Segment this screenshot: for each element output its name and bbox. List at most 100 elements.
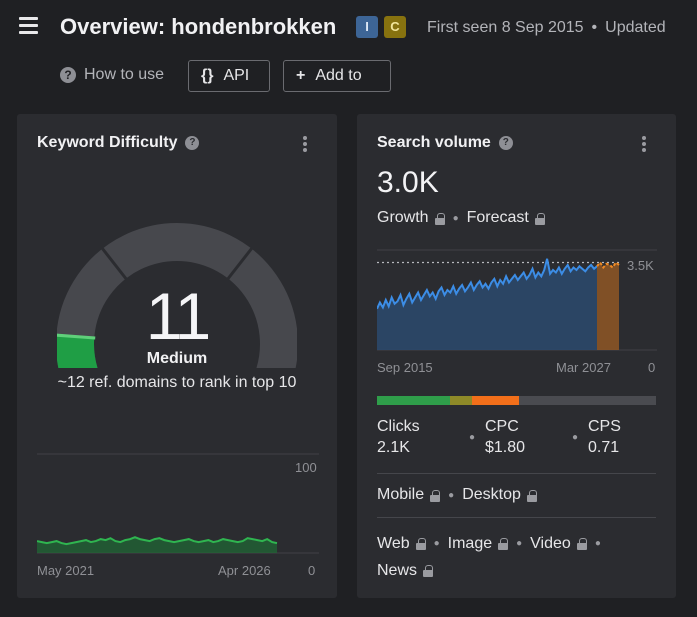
how-to-use-label: How to use	[84, 66, 165, 83]
kd-x-end-label: Apr 2026	[218, 563, 271, 578]
sv-y-ref-label: 3.5K	[627, 258, 654, 273]
metric-value: $1.80	[485, 439, 526, 456]
separator-dot-icon: ●	[594, 538, 601, 549]
sv-title-label: Search volume	[377, 134, 491, 151]
add-to-label: Add to	[315, 67, 362, 84]
device-mobile[interactable]: Mobile	[377, 486, 425, 503]
kd-gauge-divider	[226, 246, 254, 281]
braces-icon: {}	[201, 67, 214, 84]
question-icon: ?	[60, 67, 76, 83]
kd-x-start-label: May 2021	[37, 563, 95, 578]
metric-cpc: CPC $1.80	[485, 418, 525, 457]
kd-gauge	[57, 223, 297, 368]
forecast-link[interactable]: Forecast	[466, 209, 529, 226]
sv-x-start-label: Sep 2015	[377, 360, 433, 375]
kd-trend-chart	[37, 453, 319, 554]
sv-trend-area	[377, 258, 597, 350]
metric-label: Clicks	[377, 418, 420, 435]
keyword-meta: First seen 8 Sep 2015 • Updated	[427, 19, 666, 37]
growth-link[interactable]: Growth	[377, 209, 429, 226]
kd-trend-line	[37, 536, 278, 546]
lock-icon	[498, 538, 509, 550]
divider	[377, 517, 656, 518]
sv-forecast-area	[597, 262, 619, 350]
metric-label: CPC	[485, 418, 519, 435]
sv-x-end-label: Mar 2027	[556, 360, 611, 375]
sv-help-icon[interactable]: ?	[498, 136, 513, 150]
source-news[interactable]: News	[377, 557, 434, 584]
divider	[377, 473, 656, 474]
intent-badge-commercial[interactable]: C	[384, 16, 406, 38]
keyword-difficulty-card: Keyword Difficulty ? 11 Medium ~12 ref. …	[17, 114, 337, 598]
metric-value: 0.71	[588, 439, 620, 456]
search-volume-card: Search volume ? 3.0K Growth ● Forecast 3…	[357, 114, 676, 598]
source-label: Image	[447, 535, 493, 552]
separator-dot-icon: ●	[448, 489, 455, 501]
sv-card-title: Search volume ?	[377, 134, 513, 152]
updated-text: Updated	[605, 19, 666, 36]
intent-distribution-bar[interactable]	[377, 396, 656, 405]
sv-value: 3.0K	[377, 166, 439, 199]
device-desktop[interactable]: Desktop	[462, 486, 521, 503]
sv-metrics: Clicks 2.1K ● CPC $1.80 ● CPS 0.71	[377, 418, 656, 468]
page-title: Overview: hondenbrokken	[60, 14, 337, 39]
lock-icon	[534, 212, 545, 225]
lock-icon	[430, 489, 441, 502]
kd-y-max-label: 100	[295, 460, 317, 475]
source-label: Video	[530, 535, 571, 552]
kd-value: 11	[145, 279, 212, 353]
lock-icon	[434, 212, 445, 225]
kd-y-min-label: 0	[308, 563, 316, 578]
separator-dot-icon: ●	[516, 538, 523, 549]
metric-label: CPS	[588, 418, 621, 435]
intent-badge-informational[interactable]: I	[356, 16, 378, 38]
sv-trend-line	[377, 258, 598, 310]
intent-segment[interactable]	[449, 396, 472, 405]
lock-icon	[526, 489, 537, 502]
sv-trend-chart	[377, 249, 657, 351]
kd-help-icon[interactable]: ?	[185, 136, 200, 150]
separator-dot-icon: ●	[433, 538, 440, 549]
sv-more-options-icon[interactable]	[641, 136, 647, 154]
metric-clicks: Clicks 2.1K	[377, 418, 420, 457]
add-to-button[interactable]: + Add to	[283, 60, 391, 92]
sv-y-min-label: 0	[648, 360, 656, 375]
header: Overview: hondenbrokken I C First seen 8…	[0, 0, 697, 56]
sv-forecast-line	[596, 260, 620, 270]
intent-segment[interactable]	[471, 396, 520, 405]
plus-icon: +	[296, 67, 306, 84]
lock-icon	[415, 538, 426, 550]
intent-segment[interactable]	[377, 396, 450, 405]
how-to-use-link[interactable]: ? How to use	[60, 66, 164, 84]
source-video[interactable]: Video ●	[530, 530, 609, 557]
intent-segment[interactable]	[519, 396, 656, 405]
hamburger-menu-icon[interactable]	[19, 17, 38, 34]
api-label: API	[223, 67, 250, 84]
source-label: News	[377, 562, 418, 579]
kd-gauge-track	[57, 223, 297, 368]
kd-gauge-divider	[100, 246, 128, 281]
source-image[interactable]: Image ●	[448, 530, 531, 557]
lock-icon	[576, 538, 587, 550]
metric-cps: CPS 0.71	[588, 418, 621, 457]
kd-title-label: Keyword Difficulty	[37, 134, 178, 151]
kd-card-title: Keyword Difficulty ?	[37, 134, 200, 152]
toolbar: ? How to use {} API + Add to	[0, 58, 697, 96]
source-web[interactable]: Web ●	[377, 530, 448, 557]
sv-growth-forecast: Growth ● Forecast	[377, 209, 545, 227]
separator-dot-icon: ●	[469, 432, 476, 443]
separator-dot-icon: ●	[452, 212, 459, 224]
kd-gauge-marker	[57, 333, 96, 340]
kd-more-options-icon[interactable]	[302, 136, 308, 154]
search-sources: Web ● Image ● Video ● News	[377, 530, 657, 584]
api-button[interactable]: {} API	[188, 60, 270, 92]
source-label: Web	[377, 535, 410, 552]
first-seen-text: First seen 8 Sep 2015	[427, 19, 584, 36]
kd-gauge-fill	[57, 335, 98, 368]
kd-description: ~12 ref. domains to rank in top 10	[57, 374, 297, 391]
separator-dot-icon: •	[591, 19, 598, 36]
metric-value: 2.1K	[377, 439, 410, 456]
lock-icon	[423, 565, 434, 577]
kd-level: Medium	[146, 350, 208, 367]
separator-dot-icon: ●	[572, 432, 579, 443]
